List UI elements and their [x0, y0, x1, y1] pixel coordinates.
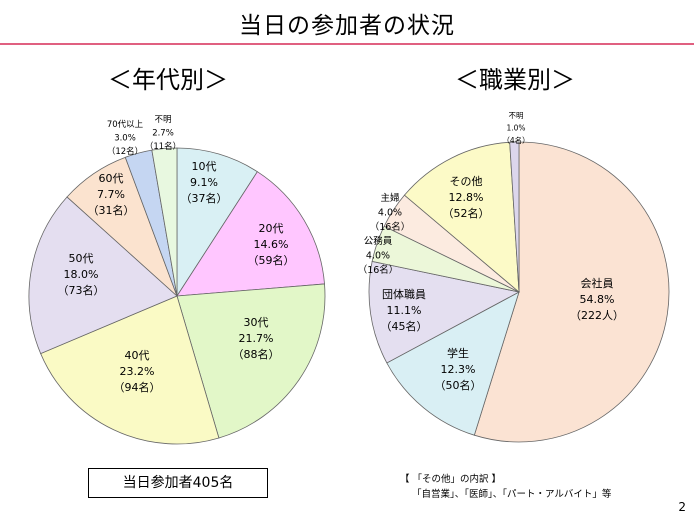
pie-slice	[368, 260, 521, 364]
slice-label: 不明	[154, 115, 171, 125]
other-breakdown-note: 【 「その他」の内訳 】 「自営業」、「医師」、「パート・アルバイト」等	[400, 472, 611, 502]
slice-percent: 11.1%	[387, 304, 422, 317]
pie-slice	[176, 147, 258, 298]
slice-count: （94名）	[114, 380, 161, 394]
slice-label: 10代	[192, 160, 217, 173]
slice-count: （16名）	[370, 221, 411, 233]
slice-percent: 4.0%	[378, 208, 402, 219]
pie-slice	[40, 295, 220, 445]
slice-label: 30代	[244, 316, 269, 329]
slice-count: （59名）	[248, 253, 295, 267]
slice-percent: 14.6%	[254, 238, 289, 251]
slice-count: （52名）	[443, 206, 490, 220]
slice-percent: 23.2%	[120, 365, 155, 378]
slice-count: （37名）	[181, 191, 228, 205]
slice-percent: 9.1%	[190, 176, 218, 189]
slice-count: （50名）	[435, 378, 482, 392]
page-title: 当日の参加者の状況	[239, 13, 455, 39]
slice-label: 主婦	[380, 192, 399, 204]
slice-label: 40代	[125, 349, 150, 362]
slice-label: 公務員	[364, 235, 393, 247]
slice-percent: 12.3%	[441, 363, 476, 376]
slice-label: 学生	[447, 346, 469, 360]
pie-slice	[509, 141, 520, 293]
slice-label: 団体職員	[382, 287, 426, 301]
slice-count: （73名）	[58, 283, 105, 297]
note-heading: 【 「その他」の内訳 】	[400, 474, 502, 485]
slice-label: 会社員	[581, 276, 614, 290]
slice-label: 20代	[259, 222, 284, 235]
slice-percent: 54.8%	[580, 293, 615, 306]
slice-label: 70代以上	[107, 119, 144, 130]
slice-percent: 7.7%	[97, 188, 125, 201]
slice-count: （88名）	[233, 347, 280, 361]
slice-percent: 12.8%	[449, 191, 484, 204]
slice-count: （11名）	[145, 141, 181, 152]
slice-percent: 4.0%	[366, 251, 390, 262]
note-body: 「自営業」、「医師」、「パート・アルバイト」等	[412, 489, 612, 500]
slice-percent: 18.0%	[64, 268, 99, 281]
slice-percent: 2.7%	[152, 129, 174, 139]
pie-slice	[403, 141, 520, 293]
slice-label: その他	[450, 175, 483, 188]
slice-count: （31名）	[88, 203, 135, 217]
slice-count: （12名）	[107, 146, 143, 157]
pie-slice	[151, 147, 178, 297]
occupation-chart-title: ＜職業別＞	[455, 66, 575, 94]
slice-label: 50代	[69, 252, 94, 265]
title-underline	[0, 43, 694, 45]
slice-count: （222人）	[570, 309, 624, 322]
slice-count: （4名）	[502, 135, 529, 145]
slice-percent: 21.7%	[239, 332, 274, 345]
slice-count: （16名）	[358, 264, 399, 276]
slice-percent: 3.0%	[114, 134, 136, 144]
pie-slice	[176, 283, 326, 439]
slice-label: 60代	[99, 172, 124, 185]
page-number: 2	[678, 500, 686, 514]
slice-label: 不明	[509, 111, 524, 120]
slice-count: （45名）	[381, 319, 428, 333]
slice-percent: 1.0%	[506, 124, 525, 133]
pie-slice	[386, 291, 520, 436]
total-participants-box: 当日参加者405名	[88, 468, 268, 498]
pie-slice	[28, 196, 178, 355]
pie-slice	[473, 141, 670, 443]
pie-slice	[176, 171, 325, 297]
age-chart-title: ＜年代別＞	[108, 66, 228, 94]
